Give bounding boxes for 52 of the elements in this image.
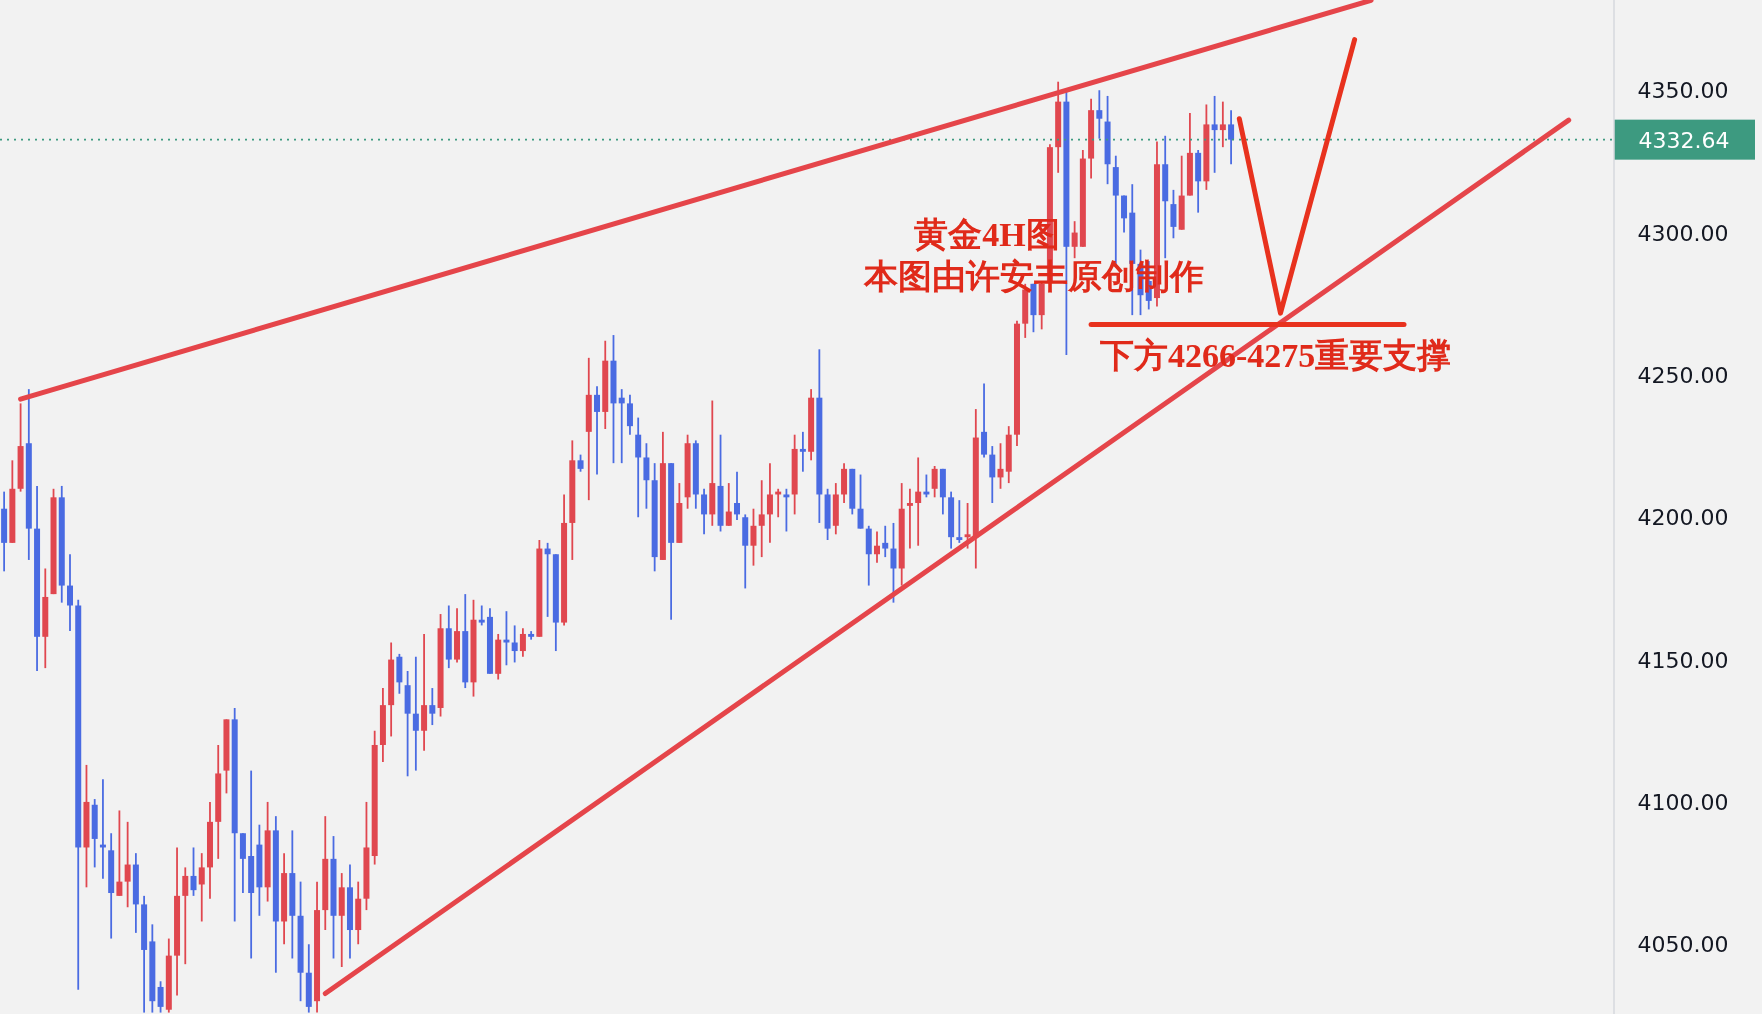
candlestick xyxy=(750,507,757,567)
candlestick xyxy=(725,482,732,527)
candlestick xyxy=(635,416,642,519)
candlestick xyxy=(66,553,73,633)
candlestick xyxy=(429,687,436,726)
candlestick xyxy=(1071,220,1078,260)
candlestick xyxy=(1211,95,1218,174)
y-tick-label: 4100.00 xyxy=(1637,789,1729,815)
candlestick xyxy=(116,809,123,897)
candlestick xyxy=(915,456,922,547)
candlestick xyxy=(1170,188,1177,240)
candlestick xyxy=(626,393,633,436)
candlestick xyxy=(1096,89,1103,140)
y-tick-label: 4300.00 xyxy=(1637,220,1729,246)
candlestick xyxy=(981,382,988,459)
candlestick xyxy=(956,499,963,544)
candlestick xyxy=(503,610,510,667)
candlestick xyxy=(890,522,897,604)
candlestick xyxy=(766,462,773,544)
y-tick-label: 4250.00 xyxy=(1637,362,1729,388)
candlestick xyxy=(1228,109,1235,166)
candlestick xyxy=(783,487,790,533)
candlestick xyxy=(1219,100,1226,149)
candlestick xyxy=(198,852,205,923)
candlestick xyxy=(997,442,1004,490)
ref-line-label: 4332.64 xyxy=(1638,127,1730,153)
candlestick xyxy=(874,530,880,564)
candlestick xyxy=(190,846,197,897)
candlestick xyxy=(989,445,996,504)
candlestick xyxy=(643,442,650,510)
candlestick xyxy=(511,624,518,664)
candlestick xyxy=(701,487,708,536)
candlestick xyxy=(412,655,419,772)
y-tick-label: 4150.00 xyxy=(1637,647,1729,673)
candlestick xyxy=(857,473,864,530)
candlestick xyxy=(758,479,765,558)
candlestick xyxy=(124,820,131,909)
candlestick xyxy=(157,980,164,1014)
candlestick xyxy=(882,524,889,558)
y-tick-label: 4200.00 xyxy=(1637,505,1729,531)
candlestick xyxy=(931,465,938,499)
candlestick xyxy=(182,866,189,966)
candlestick xyxy=(519,627,526,658)
candlestick xyxy=(906,487,913,550)
candlestick xyxy=(964,502,971,550)
candlestick xyxy=(1121,194,1128,234)
candlestick xyxy=(478,604,485,627)
y-tick-label: 4350.00 xyxy=(1637,78,1729,104)
candlestick xyxy=(594,385,601,476)
candlestick xyxy=(799,430,806,473)
y-tick-label: 4050.00 xyxy=(1637,932,1729,958)
candlestick xyxy=(734,470,741,521)
